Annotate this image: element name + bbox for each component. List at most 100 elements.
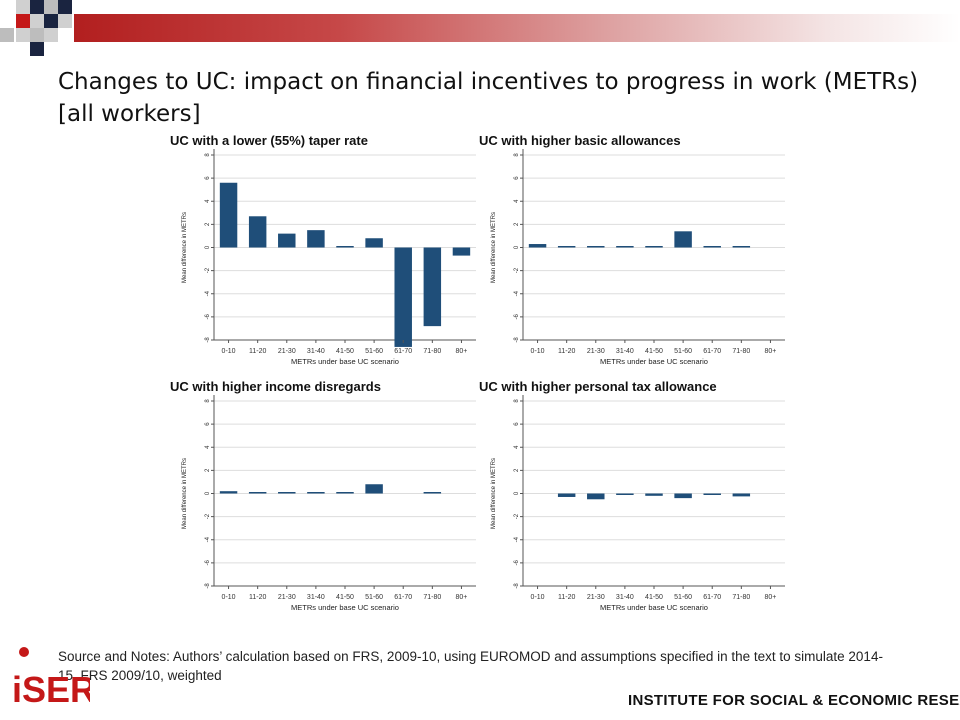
x-tick-label: 31-40 (307, 594, 325, 601)
y-axis-title: Mean difference in METRs (182, 212, 188, 283)
y-tick-label: 4 (514, 445, 520, 449)
y-tick-label: 8 (514, 399, 520, 403)
y-tick-label: -6 (205, 314, 211, 320)
x-tick-label: 0-10 (222, 594, 236, 601)
bar (674, 493, 692, 499)
x-tick-label: 71-80 (423, 348, 441, 355)
x-tick-label: 21-30 (278, 594, 296, 601)
y-tick-label: 6 (205, 176, 211, 180)
checkerboard-logo-decoration (0, 0, 72, 56)
x-tick-label: 80+ (765, 348, 777, 355)
x-tick-label: 11-20 (249, 348, 266, 355)
x-tick-label: 51-60 (674, 594, 692, 601)
bar (394, 247, 412, 347)
bar (645, 493, 663, 496)
y-tick-label: -2 (514, 513, 520, 519)
x-axis-title: METRs under base UC scenario (291, 603, 399, 612)
chart-svg-personal-tax: 8 6 4 2 0 -2 -4 -6 -8 0-10 11-20 21-30 31-40 41-50 51-… (491, 395, 785, 612)
x-tick-label: 0-10 (531, 594, 545, 601)
chart-title: UC with higher basic allowances (479, 133, 681, 148)
chart-svg-taper: 8 6 4 2 0 -2 -4 -6 -8 0-10 11-20 21-30 31-40 41-50 51-… (182, 149, 476, 366)
y-tick-label: -8 (205, 337, 211, 343)
bar (423, 247, 442, 327)
bar (307, 230, 325, 248)
y-axis-title: Mean difference in METRs (491, 212, 497, 283)
x-tick-label: 31-40 (307, 348, 325, 355)
y-tick-label: 2 (205, 468, 211, 472)
bar (645, 246, 663, 248)
bar (336, 492, 354, 494)
x-axis-title: METRs under base UC scenario (291, 357, 399, 366)
x-tick-label: 51-60 (674, 348, 692, 355)
bar (616, 493, 634, 495)
bar (674, 231, 692, 248)
y-tick-label: -4 (514, 290, 520, 296)
x-tick-label: 80+ (456, 594, 468, 601)
x-tick-label: 11-20 (558, 594, 575, 601)
x-tick-label: 31-40 (616, 348, 634, 355)
y-axis-title: Mean difference in METRs (491, 458, 497, 529)
y-tick-label: -8 (514, 337, 520, 343)
chart-svg-income-disregards: 8 6 4 2 0 -2 -4 -6 -8 0-10 11-20 21-30 31-40 41-50 51-… (182, 395, 476, 612)
x-tick-label: 21-30 (587, 594, 605, 601)
y-tick-label: -8 (205, 583, 211, 589)
chart-panel-basic-allowances: UC with higher basic allowances 8 6 4 2 0 -2 -… (479, 133, 789, 379)
y-tick-label: 8 (205, 153, 211, 157)
bar (336, 246, 354, 248)
y-tick-label: -4 (205, 536, 211, 542)
y-tick-label: -6 (205, 560, 211, 566)
x-tick-label: 41-50 (336, 594, 354, 601)
y-tick-label: -2 (205, 267, 211, 273)
bar (528, 244, 547, 248)
y-tick-label: 2 (514, 222, 520, 226)
y-tick-label: -4 (205, 290, 211, 296)
x-tick-label: 31-40 (616, 594, 634, 601)
bar (248, 216, 267, 248)
header-banner (0, 0, 960, 56)
bar (587, 246, 605, 248)
bar (248, 492, 267, 494)
bar (557, 246, 576, 248)
y-tick-label: -6 (514, 314, 520, 320)
y-tick-label: 0 (205, 245, 211, 249)
bar (587, 493, 605, 500)
bar (365, 484, 383, 494)
x-tick-label: 71-80 (423, 594, 441, 601)
bar (452, 247, 471, 256)
x-tick-label: 80+ (456, 348, 468, 355)
x-tick-label: 51-60 (365, 348, 383, 355)
bar (365, 238, 383, 248)
x-tick-label: 11-20 (249, 594, 266, 601)
y-tick-label: 4 (205, 199, 211, 203)
logo-text: iSER (12, 669, 90, 710)
chart-panel-personal-tax: UC with higher personal tax allowance 8 6… (479, 379, 789, 625)
y-tick-label: 8 (205, 399, 211, 403)
bar (423, 492, 442, 494)
chart-title: UC with higher personal tax allowance (479, 379, 717, 394)
chart-title: UC with a lower (55%) taper rate (170, 133, 368, 148)
bar (616, 246, 634, 248)
institute-name: INSTITUTE FOR SOCIAL & ECONOMIC RESEARCH (628, 692, 960, 709)
chart-svg-basic-allowances: 8 6 4 2 0 -2 -4 -6 -8 0-10 11-20 21-30 31-40 41-50 51-… (491, 149, 785, 366)
y-tick-label: -4 (514, 536, 520, 542)
y-tick-label: 6 (205, 422, 211, 426)
y-tick-label: -6 (514, 560, 520, 566)
y-tick-label: 0 (205, 491, 211, 495)
slide-title: Changes to UC: impact on financial incen… (58, 69, 919, 127)
x-tick-label: 80+ (765, 594, 777, 601)
y-tick-label: 4 (514, 199, 520, 203)
source-notes: Source and Notes: Authors’ calculation b… (58, 649, 883, 683)
bar (703, 493, 721, 495)
y-tick-label: 2 (205, 222, 211, 226)
y-axis-title: Mean difference in METRs (182, 458, 188, 529)
x-tick-label: 41-50 (645, 348, 663, 355)
y-tick-label: 6 (514, 176, 520, 180)
x-axis-title: METRs under base UC scenario (600, 357, 708, 366)
chart-panel-taper: UC with a lower (55%) taper rate 8 6 4 2 0 -2… (170, 133, 480, 379)
y-tick-label: -2 (205, 513, 211, 519)
x-tick-label: 21-30 (587, 348, 605, 355)
x-tick-label: 0-10 (222, 348, 236, 355)
y-tick-label: -8 (514, 583, 520, 589)
x-tick-label: 61-70 (394, 348, 412, 355)
chart-panel-income-disregards: UC with higher income disregards 8 6 4 2 0 -2… (170, 379, 480, 625)
